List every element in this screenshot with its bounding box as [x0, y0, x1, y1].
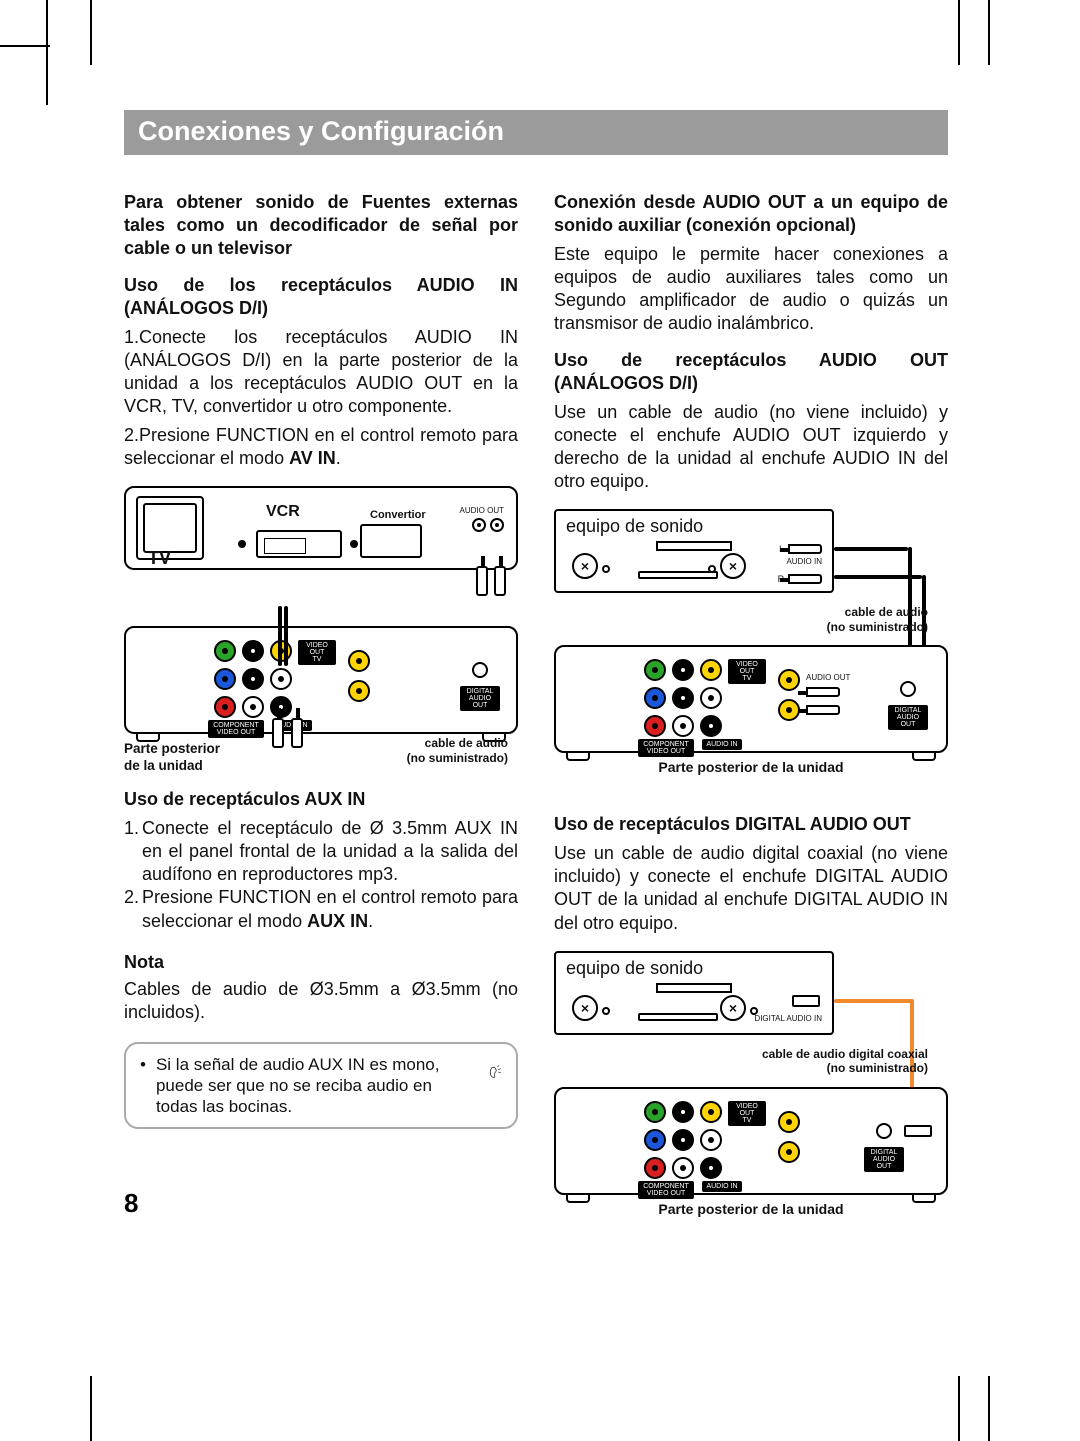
sub-heading: Uso de los receptáculos AUDIO IN (ANÁLOG… [124, 274, 518, 320]
converter-icon [360, 524, 422, 558]
unit-rear-panel: VIDEO OUTTV DIGITALAUDIO OUT COMPONENTVI… [124, 626, 518, 734]
list-item: 1.Conecte los receptáculos AUDIO IN (ANÁ… [124, 326, 518, 418]
digital-in-port [792, 995, 820, 1007]
diagram-digital-out: equipo de sonido DIGITAL AUDIO IN cable … [554, 951, 948, 1241]
paragraph: Use un cable de audio (no viene incluido… [554, 401, 948, 493]
left-column: Para obtener sonido de Fuentes externas … [124, 191, 518, 1255]
unit-rear-panel: VIDEO OUTTV AUDIO OUT DIGITALAUDIO OUT C… [554, 645, 948, 753]
sound-equipment: equipo de sonido DIGITAL AUDIO IN [554, 951, 834, 1035]
digital-cable-plug [904, 1125, 932, 1137]
equipment-label: equipo de sonido [566, 957, 703, 980]
paragraph: Use un cable de audio digital coaxial (n… [554, 842, 948, 934]
cable-plug-icon [272, 718, 303, 754]
paragraph: Este equipo le permite hacer conexiones … [554, 243, 948, 335]
ear-icon [486, 1054, 502, 1090]
audio-out-jack [348, 680, 370, 702]
unit-rear-panel: VIDEO OUTTV DIGITALAUDIO OUT COMPONENTVI… [554, 1087, 948, 1195]
audio-out-jack [778, 1111, 800, 1133]
nota-heading: Nota [124, 951, 518, 974]
diagram-audio-in: TV VCR Convertior AUDIO OUT [124, 486, 518, 774]
crop-mark [958, 0, 960, 65]
crop-mark [988, 1376, 990, 1441]
jack-grid [644, 659, 724, 739]
section-header: Conexiones y Configuración [124, 110, 948, 155]
sub-heading: Uso de receptáculos AUX IN [124, 788, 518, 811]
tv-label: TV [148, 547, 171, 570]
audio-out-jack [778, 669, 800, 691]
sound-equipment: equipo de sonido AUDIO IN L R [554, 509, 834, 593]
digital-in-label: DIGITAL AUDIO IN [754, 1014, 822, 1024]
crop-mark [0, 45, 50, 47]
jack-grid [214, 640, 294, 720]
audio-out-label: AUDIO OUT [460, 506, 504, 516]
crop-mark [988, 0, 990, 65]
cable-label: cable de audio digital coaxial(no sumini… [762, 1047, 928, 1076]
cable-label: cable de audio(no suministrado) [407, 736, 508, 765]
list-item: 2.Presione FUNCTION en el control remoto… [124, 424, 518, 470]
diagram-audio-out: equipo de sonido AUDIO IN L R [554, 509, 948, 799]
intro-heading: Para obtener sonido de Fuentes externas … [124, 191, 518, 260]
cable-label: cable de audio(no suministrado) [827, 605, 928, 634]
page-number: 8 [124, 1188, 138, 1219]
audio-out-jack [778, 699, 800, 721]
digital-out-jack [900, 681, 916, 697]
vcr-icon [256, 530, 342, 558]
page-content: Conexiones y Configuración Para obtener … [124, 110, 948, 1255]
crop-mark [958, 1376, 960, 1441]
equipment-label: equipo de sonido [566, 515, 703, 538]
list-item: 2.Presione FUNCTION en el control remoto… [124, 886, 518, 932]
rear-caption: Parte posterior de la unidad [554, 759, 948, 777]
cable-plugs-icon [476, 566, 506, 596]
vcr-label: VCR [266, 502, 300, 522]
sub-heading: Uso de receptáculos DIGITAL AUDIO OUT [554, 813, 948, 836]
digital-out-jack [472, 662, 488, 678]
list-item: 1.Conecte el receptáculo de Ø 3.5mm AUX … [124, 817, 518, 886]
audio-out-ports [472, 518, 504, 532]
digital-out-jack [876, 1123, 892, 1139]
rear-caption: Parte posteriorde la unidad [124, 741, 220, 773]
rear-caption: Parte posterior de la unidad [554, 1201, 948, 1219]
audio-out-jack [348, 650, 370, 672]
converter-label: Convertior [370, 508, 426, 522]
crop-mark [46, 0, 48, 105]
intro-heading: Conexión desde AUDIO OUT a un equipo de … [554, 191, 948, 237]
audio-in-label: AUDIO IN [786, 557, 822, 567]
right-column: Conexión desde AUDIO OUT a un equipo de … [554, 191, 948, 1255]
nota-text: Cables de audio de Ø3.5mm a Ø3.5mm (no i… [124, 978, 518, 1024]
audio-out-jack [778, 1141, 800, 1163]
tip-text: Si la señal de audio AUX IN es mono, pue… [156, 1054, 476, 1118]
bullet-icon: • [140, 1054, 146, 1075]
crop-mark [90, 0, 92, 65]
jack-grid [644, 1101, 724, 1181]
sub-heading: Uso de receptáculos AUDIO OUT (ANÁLOGOS … [554, 349, 948, 395]
source-devices-row: TV VCR Convertior AUDIO OUT [124, 486, 518, 570]
crop-mark [90, 1376, 92, 1441]
tip-box: • Si la señal de audio AUX IN es mono, p… [124, 1042, 518, 1130]
